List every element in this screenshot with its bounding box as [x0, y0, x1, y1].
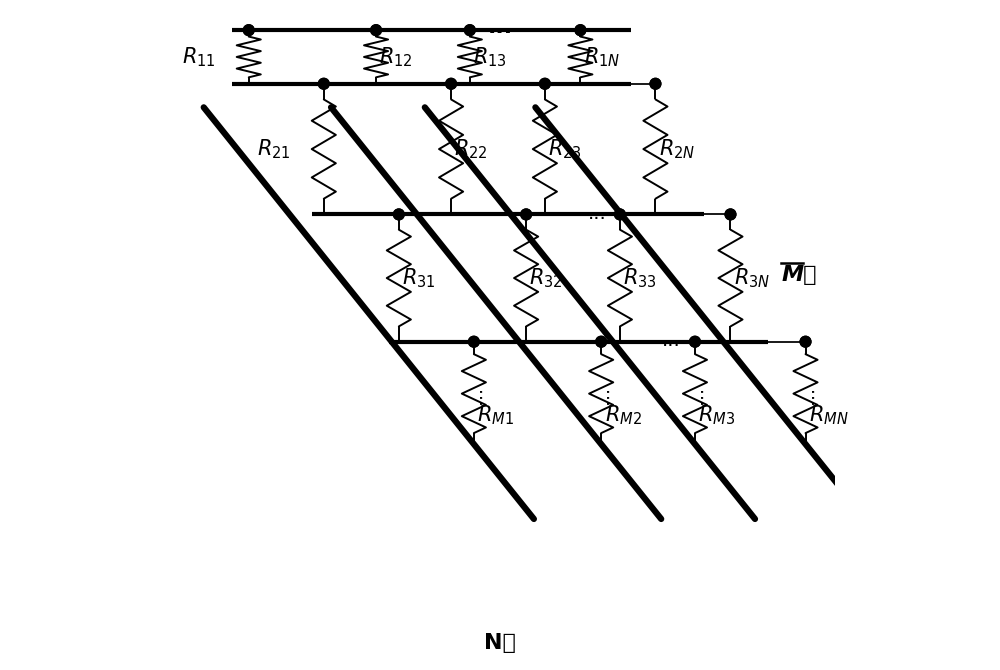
Text: ...: ...	[588, 204, 607, 222]
Text: $R_{3N}$: $R_{3N}$	[734, 266, 770, 290]
Text: $R_{1N}$: $R_{1N}$	[584, 45, 620, 69]
Text: ⋯: ⋯	[472, 387, 490, 404]
Circle shape	[393, 209, 404, 220]
Circle shape	[690, 336, 700, 347]
Circle shape	[690, 336, 700, 347]
Circle shape	[596, 336, 607, 347]
Text: $R_{11}$: $R_{11}$	[182, 45, 215, 69]
Circle shape	[596, 336, 607, 347]
Circle shape	[650, 78, 661, 89]
Text: $R_{32}$: $R_{32}$	[529, 266, 563, 290]
Circle shape	[318, 78, 329, 89]
Circle shape	[575, 25, 586, 36]
Text: N列: N列	[484, 633, 516, 653]
Circle shape	[469, 336, 479, 347]
Circle shape	[464, 25, 475, 36]
Text: $R_{MN}$: $R_{MN}$	[809, 403, 849, 427]
Circle shape	[615, 209, 625, 220]
Text: $R_{M2}$: $R_{M2}$	[605, 403, 642, 427]
Circle shape	[575, 25, 586, 36]
Text: $R_{22}$: $R_{22}$	[454, 137, 488, 161]
Circle shape	[540, 78, 550, 89]
Circle shape	[464, 25, 475, 36]
Text: ⋯: ⋯	[599, 387, 617, 404]
Text: ...: ...	[487, 17, 513, 37]
Text: $R_{12}$: $R_{12}$	[379, 45, 413, 69]
Text: $R_{13}$: $R_{13}$	[473, 45, 507, 69]
Circle shape	[469, 336, 479, 347]
Text: ⋯: ⋯	[693, 387, 711, 404]
Text: $R_{M3}$: $R_{M3}$	[698, 403, 735, 427]
Circle shape	[371, 25, 381, 36]
Circle shape	[393, 209, 404, 220]
Circle shape	[371, 25, 381, 36]
Circle shape	[615, 209, 625, 220]
Text: $R_{23}$: $R_{23}$	[548, 137, 582, 161]
Text: $R_{31}$: $R_{31}$	[402, 266, 436, 290]
Circle shape	[521, 209, 531, 220]
Circle shape	[521, 209, 531, 220]
Text: $R_{M1}$: $R_{M1}$	[477, 403, 514, 427]
Text: $R_{2N}$: $R_{2N}$	[659, 137, 695, 161]
Circle shape	[650, 78, 661, 89]
Circle shape	[243, 25, 254, 36]
Circle shape	[800, 336, 811, 347]
Text: ⋯: ⋯	[803, 387, 821, 404]
Text: $R_{33}$: $R_{33}$	[623, 266, 657, 290]
Circle shape	[725, 209, 736, 220]
Text: ...: ...	[661, 331, 680, 350]
Text: $R_{21}$: $R_{21}$	[257, 137, 290, 161]
Circle shape	[800, 336, 811, 347]
Circle shape	[540, 78, 550, 89]
Circle shape	[725, 209, 736, 220]
Circle shape	[446, 78, 456, 89]
Circle shape	[446, 78, 456, 89]
Circle shape	[318, 78, 329, 89]
Text: M行: M行	[781, 265, 817, 285]
Circle shape	[243, 25, 254, 36]
